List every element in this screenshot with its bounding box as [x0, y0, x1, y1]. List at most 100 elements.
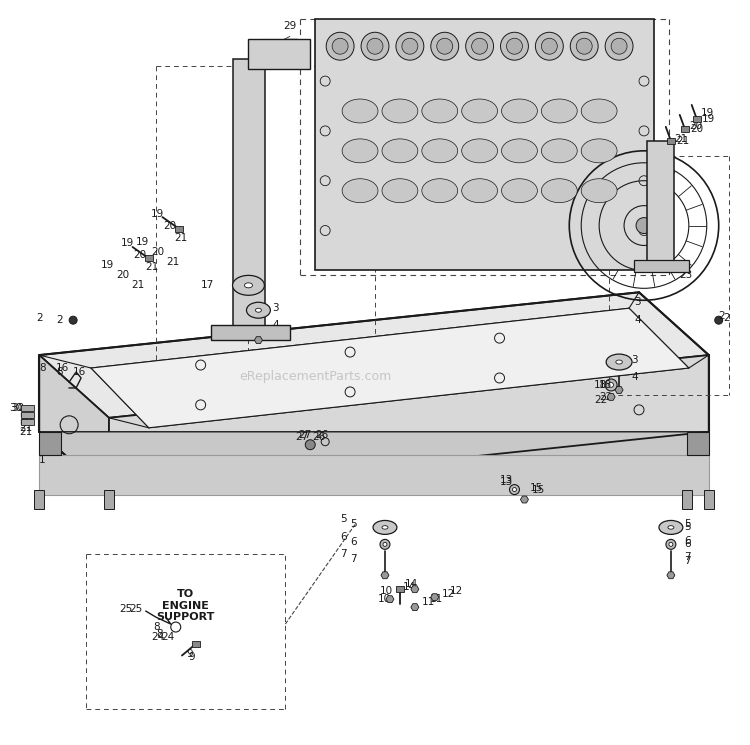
Circle shape	[570, 32, 598, 60]
Text: 30: 30	[9, 403, 22, 413]
Ellipse shape	[422, 99, 458, 123]
Text: 12: 12	[450, 586, 463, 596]
Text: 6: 6	[350, 537, 357, 548]
Ellipse shape	[342, 139, 378, 163]
Polygon shape	[681, 126, 688, 132]
Text: 20: 20	[20, 413, 32, 423]
Ellipse shape	[382, 526, 388, 529]
Text: 19: 19	[136, 238, 149, 247]
Polygon shape	[634, 261, 688, 273]
Polygon shape	[104, 489, 114, 510]
Ellipse shape	[256, 308, 262, 312]
Polygon shape	[381, 572, 389, 579]
Circle shape	[380, 539, 390, 549]
Text: 14: 14	[405, 579, 418, 589]
Polygon shape	[693, 116, 700, 122]
Ellipse shape	[542, 139, 578, 163]
Text: 8: 8	[39, 363, 46, 373]
Text: 22: 22	[599, 392, 613, 402]
Text: 4: 4	[634, 315, 640, 326]
Polygon shape	[39, 432, 62, 454]
Text: 14: 14	[403, 582, 416, 592]
Ellipse shape	[502, 99, 538, 123]
Circle shape	[536, 32, 563, 60]
Ellipse shape	[502, 179, 538, 203]
Circle shape	[669, 542, 673, 546]
Polygon shape	[682, 489, 692, 510]
Polygon shape	[667, 572, 675, 579]
Circle shape	[430, 32, 459, 60]
Text: 15: 15	[530, 483, 543, 492]
Circle shape	[605, 379, 617, 391]
Circle shape	[326, 32, 354, 60]
Ellipse shape	[581, 139, 617, 163]
Circle shape	[715, 316, 723, 324]
Text: 13: 13	[500, 477, 513, 486]
Polygon shape	[315, 19, 654, 270]
Polygon shape	[39, 355, 109, 495]
Text: eReplacementParts.com: eReplacementParts.com	[239, 370, 392, 383]
Circle shape	[611, 38, 627, 54]
Polygon shape	[647, 141, 674, 268]
Polygon shape	[39, 292, 709, 418]
Text: 2: 2	[718, 311, 725, 321]
Ellipse shape	[606, 354, 632, 370]
Text: 22: 22	[594, 395, 608, 405]
Text: 20: 20	[20, 415, 32, 425]
Circle shape	[466, 32, 494, 60]
Ellipse shape	[342, 99, 378, 123]
Ellipse shape	[581, 99, 617, 123]
Ellipse shape	[581, 179, 617, 203]
Polygon shape	[430, 594, 439, 600]
Text: 26: 26	[312, 432, 326, 442]
Text: 20: 20	[688, 121, 702, 131]
Ellipse shape	[247, 302, 271, 318]
Text: 16: 16	[74, 367, 86, 377]
Polygon shape	[175, 226, 183, 232]
Text: 20: 20	[163, 221, 176, 230]
Text: 19: 19	[700, 108, 714, 118]
Text: 26: 26	[315, 430, 328, 440]
Text: 12: 12	[442, 589, 455, 599]
Text: 5: 5	[340, 515, 346, 524]
Ellipse shape	[382, 99, 418, 123]
Ellipse shape	[232, 276, 265, 295]
Text: 13: 13	[500, 475, 513, 484]
Text: TO
ENGINE
SUPPORT: TO ENGINE SUPPORT	[157, 589, 215, 622]
Text: 21: 21	[145, 262, 158, 273]
Text: 11: 11	[422, 597, 435, 607]
Ellipse shape	[502, 139, 538, 163]
Text: 4: 4	[272, 320, 279, 330]
Text: 23: 23	[679, 270, 692, 280]
Polygon shape	[411, 603, 419, 611]
Text: 10: 10	[380, 586, 393, 596]
Text: 21: 21	[131, 280, 144, 291]
Text: 3: 3	[631, 355, 638, 365]
Polygon shape	[411, 586, 419, 592]
Text: 29: 29	[284, 22, 296, 31]
Text: 5: 5	[684, 519, 691, 530]
Text: 19: 19	[151, 209, 164, 218]
Text: 27: 27	[298, 430, 311, 440]
Text: 21: 21	[175, 232, 188, 243]
Text: 3: 3	[272, 303, 279, 313]
Text: 21: 21	[166, 258, 179, 267]
Polygon shape	[520, 496, 529, 503]
Text: 7: 7	[684, 552, 691, 562]
Circle shape	[402, 38, 418, 54]
Circle shape	[367, 38, 383, 54]
Text: 20: 20	[116, 270, 129, 280]
Polygon shape	[21, 419, 34, 425]
Circle shape	[605, 32, 633, 60]
Text: 25: 25	[129, 604, 142, 614]
Text: 20: 20	[151, 247, 164, 258]
Text: 24: 24	[151, 632, 164, 642]
Circle shape	[512, 487, 517, 492]
Text: 2: 2	[56, 315, 63, 326]
Circle shape	[500, 32, 529, 60]
Polygon shape	[145, 256, 153, 261]
Text: 6: 6	[684, 539, 691, 549]
Text: 18: 18	[594, 380, 608, 390]
Text: 7: 7	[684, 557, 691, 566]
Text: 21: 21	[676, 136, 689, 146]
